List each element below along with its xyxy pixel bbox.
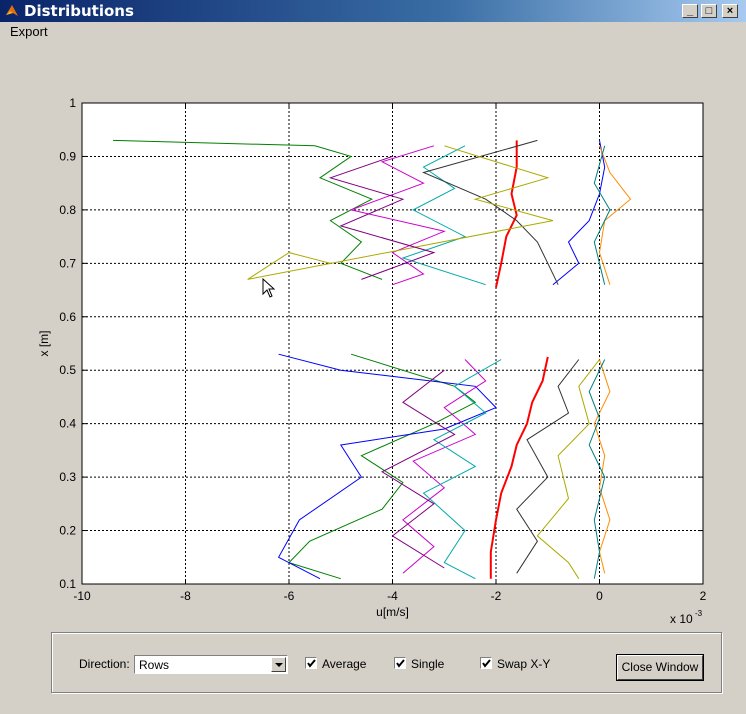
series-line-4-upper [401,145,486,286]
x-axis-label: u[m/s] [376,605,409,619]
series-line-5-upper [422,139,559,285]
matlab-icon [6,5,18,16]
series-line-8-upper [593,145,611,285]
series-line-2-upper [552,140,606,286]
series-line-1-upper [112,139,383,280]
distribution-chart[interactable]: -10 -8 -6 -4 -2 0 2 0.1 0.2 0.3 0.4 0.5 0.6 0.7 0.8 0.9… [0,0,746,630]
series-line-4-lower [422,359,502,580]
y-tick-label: 0.4 [59,417,76,431]
y-tick-label: 0.6 [59,310,76,324]
x-tick-label: -10 [73,589,91,603]
x-tick-label: 0 [596,589,603,603]
maximize-button[interactable]: □ [701,4,717,18]
y-tick-label: 0.5 [59,363,76,377]
menu-bar: Export [0,22,746,42]
menu-export[interactable]: Export [10,24,48,39]
y-tick-label: 0.3 [59,470,76,484]
series-line-9-upper [328,155,436,280]
x-tick-label: 2 [700,589,707,603]
y-tick-label: 1 [69,96,76,110]
series-line-3-upper [349,145,446,286]
chevron-down-icon[interactable] [271,657,286,672]
series-line-0-lower [489,356,549,579]
checkmark-icon [482,659,491,668]
series-line-5-lower [516,359,580,574]
checkmark-icon [307,659,316,668]
title-bar[interactable]: Distributions _ □ × [0,0,746,22]
y-tick-label: 0.2 [59,524,76,538]
series-line-7-upper [598,145,632,285]
x-multiplier-label: x 10 [670,612,693,626]
y-tick-label: 0.7 [59,256,76,270]
window-title: Distributions [24,2,134,20]
y-tick-label: 0.1 [59,577,76,591]
series-line-6-upper [247,145,554,280]
swapxy-label: Swap X-Y [497,657,551,671]
series-line-0-upper [495,140,518,288]
x-multiplier-exponent: -3 [695,609,703,618]
y-tick-label: 0.8 [59,203,76,217]
close-button[interactable]: × [722,4,738,18]
single-label: Single [411,657,445,671]
series-line-9-lower [381,369,456,569]
average-checkbox[interactable] [305,657,317,669]
series-line-6-lower [536,359,600,579]
series-line-2-lower [277,353,497,580]
x-tick-label: -8 [180,589,191,603]
direction-value: Rows [139,658,170,672]
x-tick-label: -6 [284,589,295,603]
minimize-button[interactable]: _ [682,4,698,18]
average-label: Average [322,657,367,671]
swapxy-checkbox[interactable] [480,657,492,669]
series-line-3-lower [402,359,487,574]
x-tick-label: -4 [387,589,398,603]
single-checkbox[interactable] [394,657,406,669]
checkmark-icon [396,659,405,668]
mouse-cursor-icon [262,277,276,298]
direction-label: Direction: [79,657,130,671]
close-window-button[interactable]: Close Window [617,655,703,680]
controls-panel [51,632,722,693]
x-tick-label: -2 [491,589,502,603]
y-axis-label: x [m] [37,331,51,357]
direction-select[interactable]: Rows [134,655,288,674]
series-line-8-lower [588,359,606,579]
y-tick-label: 0.9 [59,149,76,163]
